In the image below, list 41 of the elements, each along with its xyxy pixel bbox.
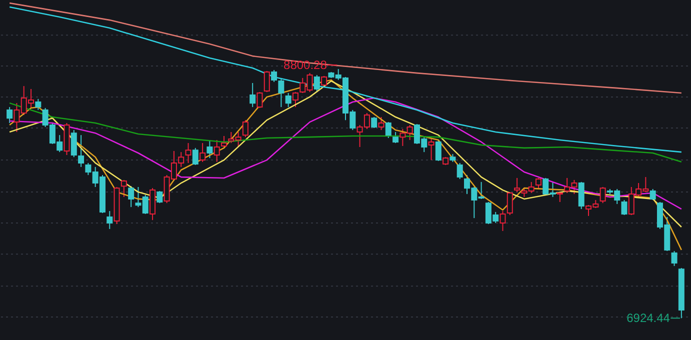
candlestick [206,139,213,159]
candlestick [214,139,220,162]
candlestick [35,98,42,110]
candlestick [456,162,463,180]
candlestick [6,106,13,124]
candlestick [314,74,320,93]
annotation: 6924.44 [626,311,670,326]
candlestick [200,142,206,162]
candlestick [128,186,134,208]
candlestick [70,130,77,158]
candlestick [250,82,256,108]
candlestick [671,250,678,267]
candlestick [385,122,392,138]
candlestick [156,190,163,204]
candlestick [220,136,227,148]
candlestick [256,92,263,108]
candlestick [185,142,192,164]
candlestick [378,116,384,131]
candlestick [150,188,156,221]
candlestick [78,134,84,168]
candlestick [600,186,606,204]
candlestick [192,147,198,166]
candlestick [264,70,270,93]
candlestick [506,192,513,216]
candlestick [120,179,127,198]
candlestick [271,69,278,82]
candlestick [371,116,378,129]
candlestick [285,92,292,108]
candlestick [428,138,434,161]
candlestick [535,177,542,189]
candlestick [621,200,628,216]
candlestick [278,77,284,108]
candlestick [242,120,248,138]
candlestick [435,139,442,162]
candlestick [500,210,506,232]
candlestick [106,210,113,230]
candlestick [578,181,584,210]
candlestick [292,92,298,108]
candlestick [514,177,520,193]
candlestick [392,132,399,144]
annotation: 8800.28 [284,58,328,72]
